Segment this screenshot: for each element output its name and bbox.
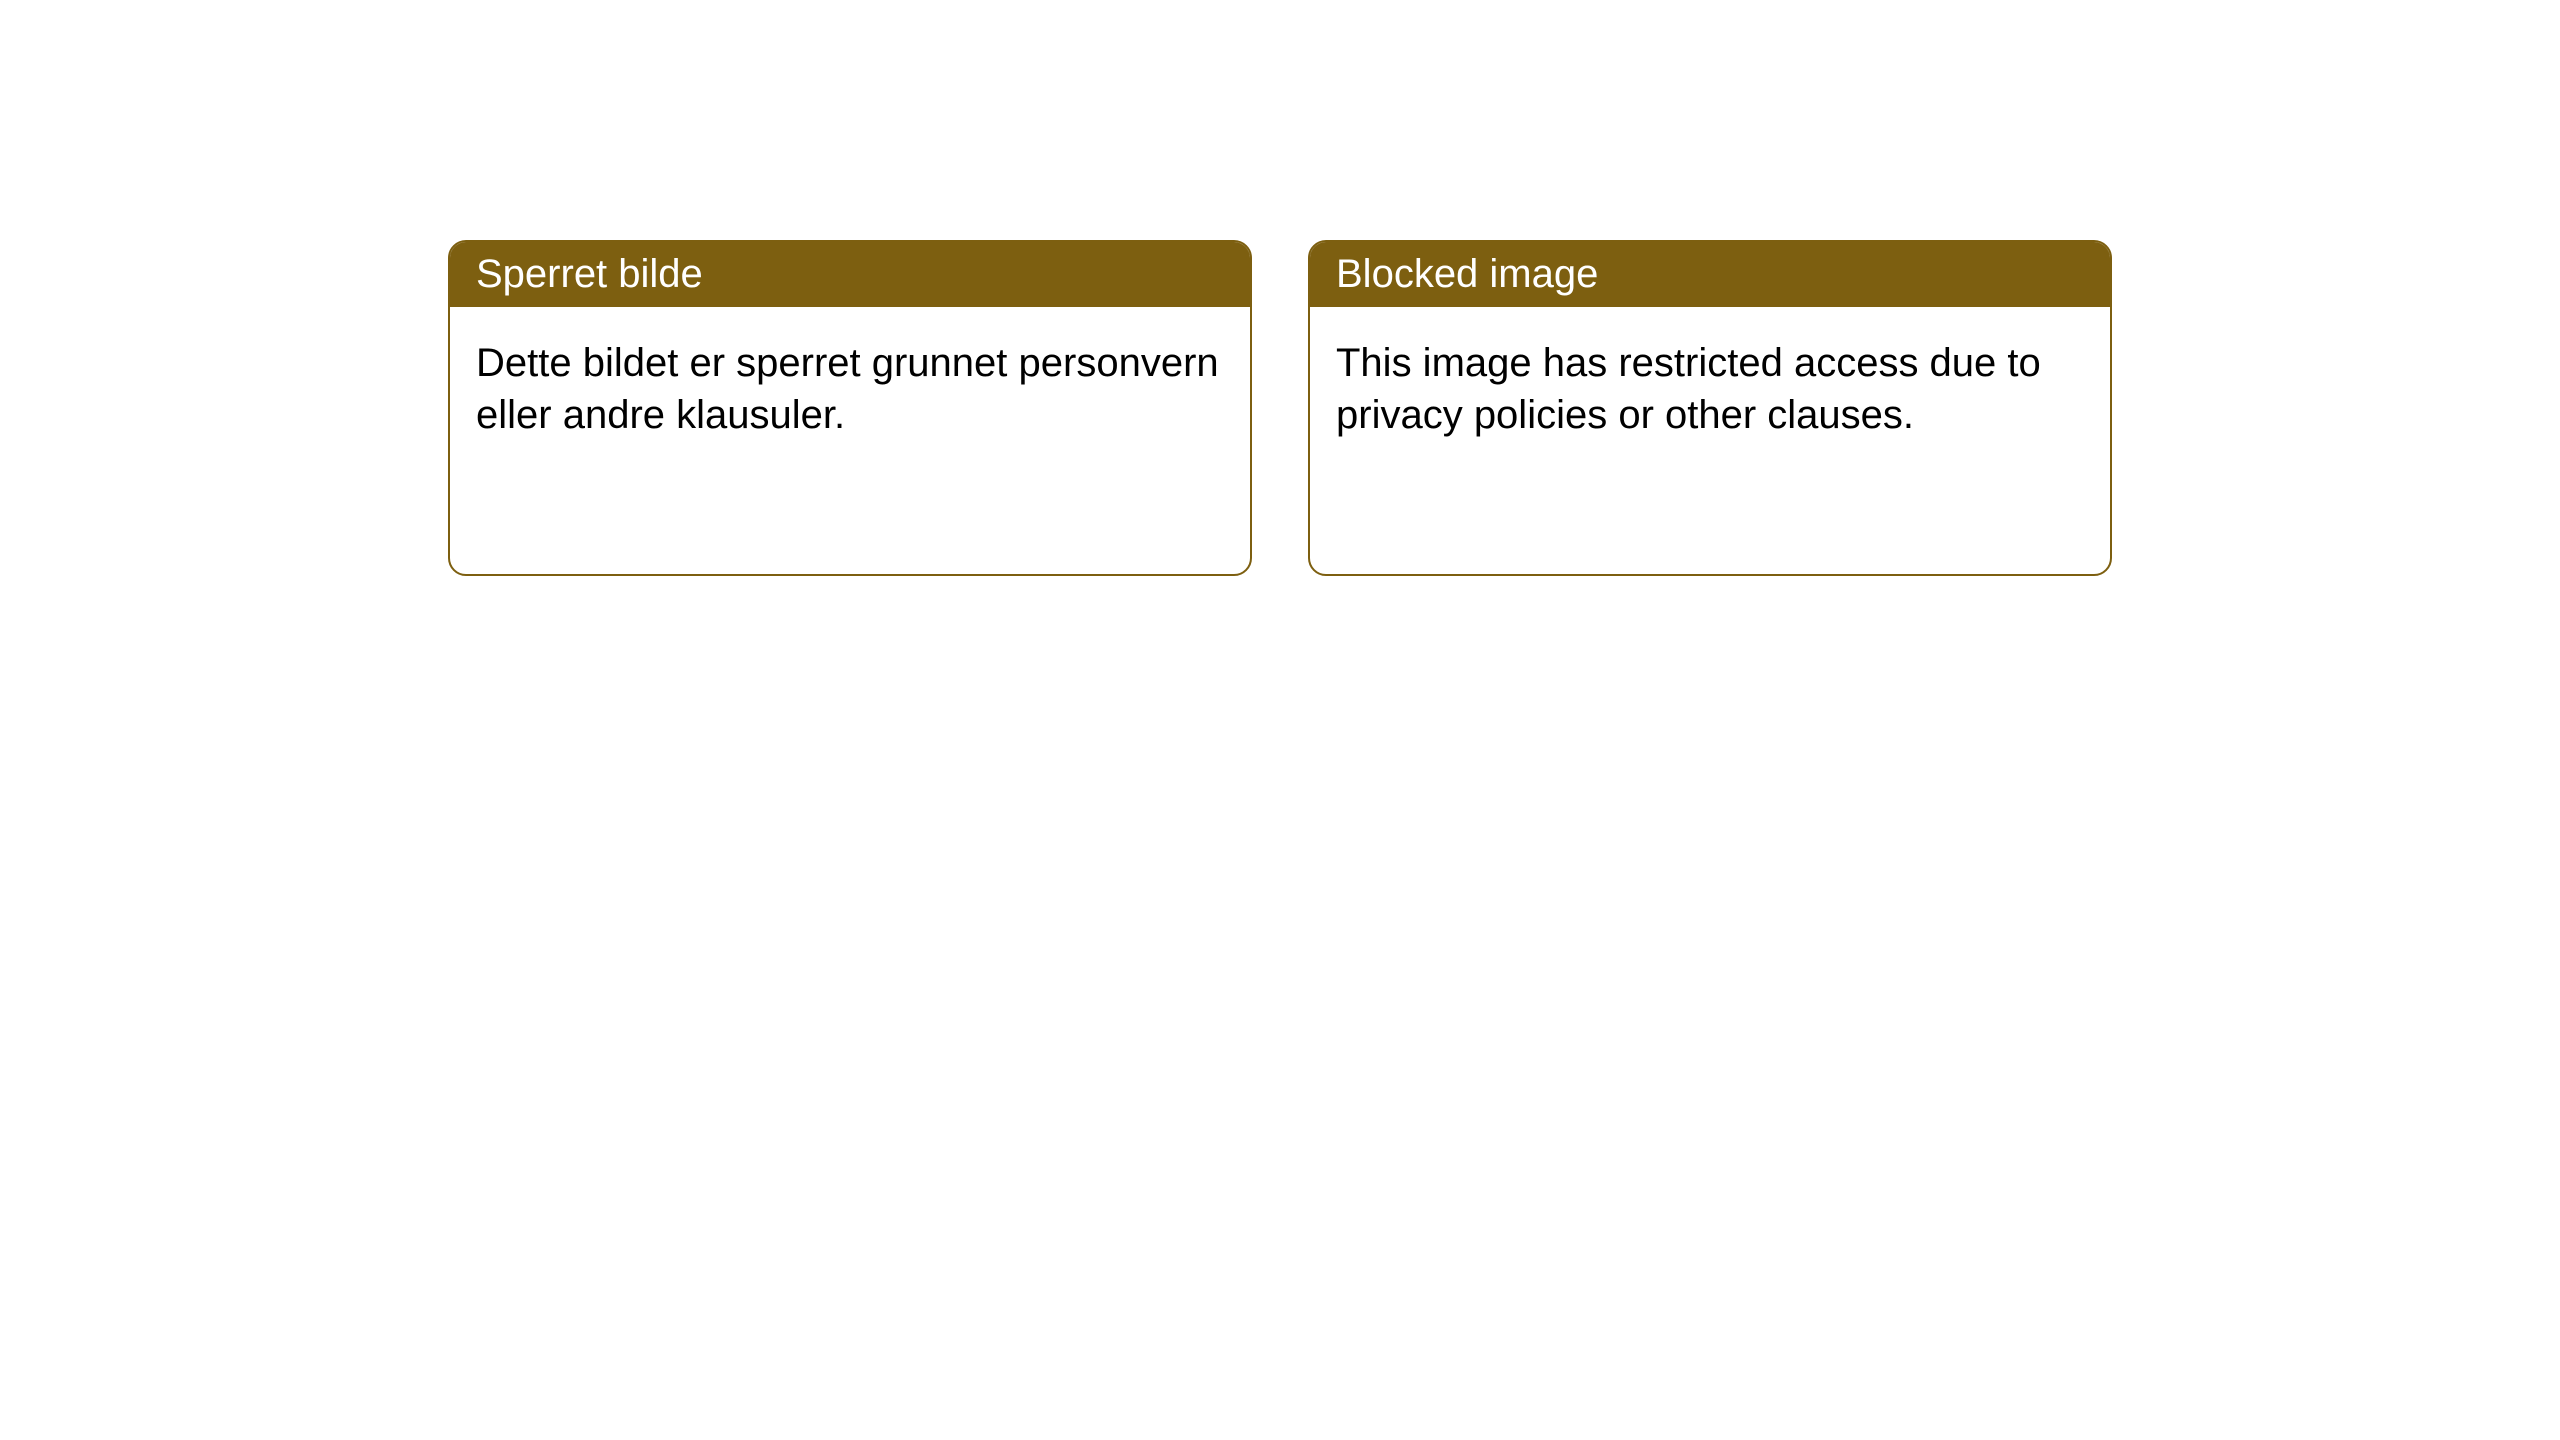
notice-card-title: Blocked image (1310, 242, 2110, 307)
notice-card-english: Blocked image This image has restricted … (1308, 240, 2112, 576)
notice-card-title: Sperret bilde (450, 242, 1250, 307)
notice-card-norwegian: Sperret bilde Dette bildet er sperret gr… (448, 240, 1252, 576)
notice-cards-container: Sperret bilde Dette bildet er sperret gr… (448, 240, 2112, 576)
notice-card-body: Dette bildet er sperret grunnet personve… (450, 307, 1250, 471)
notice-card-body: This image has restricted access due to … (1310, 307, 2110, 471)
